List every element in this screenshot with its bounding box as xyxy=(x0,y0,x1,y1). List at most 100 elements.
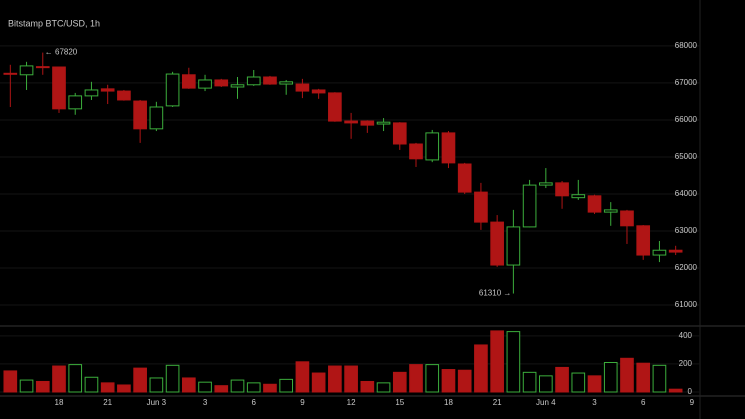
volume-tick-label: 0 xyxy=(688,387,693,396)
volume-bar xyxy=(474,344,488,393)
volume-bar xyxy=(344,365,358,393)
candle-body xyxy=(474,191,488,223)
volume-bar xyxy=(668,388,683,393)
volume-bar xyxy=(165,364,180,393)
volume-bar xyxy=(230,379,245,393)
volume-bar xyxy=(295,361,310,393)
y-tick-label: 62000 xyxy=(675,263,698,272)
volume-tick-label: 200 xyxy=(679,359,693,368)
candle-body xyxy=(149,106,164,130)
candle-body xyxy=(165,73,180,107)
x-tick-label: 6 xyxy=(641,398,646,407)
candle-body xyxy=(441,132,456,164)
candle-body xyxy=(668,249,683,253)
candle-body xyxy=(392,122,407,145)
volume-bar xyxy=(376,382,391,393)
volume-bar xyxy=(620,357,634,393)
candle-body xyxy=(587,195,602,213)
candle-body xyxy=(214,79,229,87)
volume-bar xyxy=(149,377,164,393)
volume-bar xyxy=(490,330,504,393)
y-tick-label: 61000 xyxy=(675,300,698,309)
candle-body xyxy=(311,89,326,94)
volume-bar xyxy=(571,372,586,393)
candle-body xyxy=(295,83,310,92)
volume-bar xyxy=(652,364,667,393)
volume-bar xyxy=(506,331,521,393)
chart-title: Bitstamp BTC/USD, 1h xyxy=(8,18,100,28)
candle-body xyxy=(328,92,342,122)
x-tick-label: Jun 3 xyxy=(147,398,167,407)
volume-bar xyxy=(84,376,99,393)
candle-body xyxy=(603,209,618,213)
y-tick-label: 66000 xyxy=(675,115,698,124)
candle-body xyxy=(279,81,294,85)
volume-bar xyxy=(603,362,618,393)
x-tick-label: 6 xyxy=(252,398,257,407)
candle-body xyxy=(344,120,358,124)
volume-bar xyxy=(392,371,407,393)
volume-bar xyxy=(100,382,115,393)
candle-body xyxy=(522,184,537,228)
volume-bar xyxy=(441,369,456,393)
volume-bar xyxy=(181,377,196,393)
volume-bar xyxy=(555,366,569,393)
volume-bar xyxy=(198,381,212,393)
candle-body xyxy=(652,249,667,256)
candle-body xyxy=(100,88,115,92)
volume-bar xyxy=(328,365,342,393)
candle-body xyxy=(84,89,99,97)
y-tick-label: 68000 xyxy=(675,41,698,50)
volume-bar xyxy=(214,385,229,393)
price-annotation: ← 67820 xyxy=(45,48,78,57)
y-tick-label: 67000 xyxy=(675,78,698,87)
y-tick-label: 64000 xyxy=(675,189,698,198)
x-tick-label: 18 xyxy=(444,398,453,407)
x-tick-label: 12 xyxy=(347,398,356,407)
candle-body xyxy=(539,182,553,186)
x-tick-label: 3 xyxy=(592,398,597,407)
volume-bar xyxy=(636,362,651,393)
volume-bar xyxy=(587,375,602,393)
volume-tick-label: 400 xyxy=(679,331,693,340)
candle-body xyxy=(52,66,66,110)
volume-bar xyxy=(539,375,553,393)
volume-bar xyxy=(68,364,83,393)
volume-bar xyxy=(133,367,147,393)
candle-body xyxy=(117,90,131,101)
volume-bar xyxy=(409,364,423,393)
candle-body xyxy=(636,225,651,256)
x-tick-label: 21 xyxy=(493,398,502,407)
volume-bar xyxy=(522,371,537,393)
volume-bar xyxy=(35,380,50,393)
candle-body xyxy=(376,121,391,125)
x-tick-label: 9 xyxy=(690,398,695,407)
candle-body xyxy=(230,84,245,88)
candle-body xyxy=(409,143,423,160)
volume-bar xyxy=(263,383,277,393)
candle-body xyxy=(246,76,261,86)
candle-body xyxy=(35,66,50,69)
candle-body xyxy=(263,76,277,85)
candle-body xyxy=(68,95,83,110)
volume-bar xyxy=(19,379,34,393)
candle-body xyxy=(457,163,472,193)
candle-body xyxy=(506,226,521,266)
volume-bar xyxy=(457,369,472,393)
candle-body xyxy=(19,65,34,76)
candle-body xyxy=(3,72,18,75)
volume-bar xyxy=(311,372,326,393)
candle-body xyxy=(555,182,569,197)
candle-body xyxy=(360,120,375,126)
volume-bar xyxy=(246,382,261,393)
volume-bar xyxy=(52,365,66,393)
x-tick-label: Jun 4 xyxy=(536,398,556,407)
volume-bar xyxy=(425,364,440,393)
y-tick-label: 63000 xyxy=(675,226,698,235)
y-tick-label: 65000 xyxy=(675,152,698,161)
volume-bar xyxy=(117,384,131,393)
x-tick-label: 18 xyxy=(55,398,64,407)
candle-body xyxy=(571,194,586,199)
